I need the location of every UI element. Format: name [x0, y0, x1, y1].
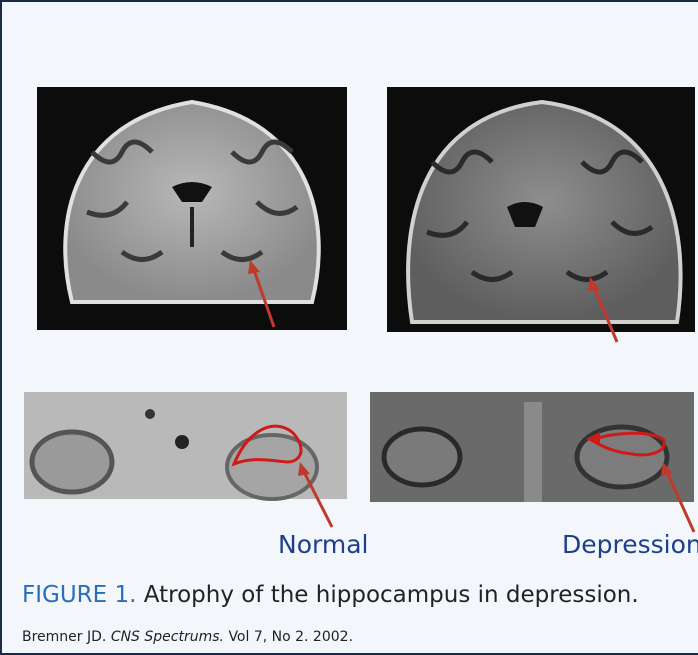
- citation: Bremner JD. CNS Spectrums. Vol 7, No 2. …: [22, 629, 353, 645]
- mri-normal-zoom: [24, 392, 347, 528]
- citation-details: Vol 7, No 2. 2002.: [228, 629, 354, 645]
- mri-depression-coronal: [387, 87, 695, 343]
- caption-label: FIGURE 1.: [22, 582, 137, 608]
- panel-label: Depression: [562, 530, 698, 559]
- caption-text: Atrophy of the hippocampus in depression…: [143, 582, 639, 608]
- mri-normal-coronal: [37, 87, 347, 330]
- citation-authors: Bremner JD.: [22, 629, 107, 645]
- panel-label: Normal: [278, 530, 369, 559]
- citation-journal: CNS Spectrums.: [110, 629, 224, 645]
- mri-depression-zoom: [370, 392, 696, 533]
- caption: FIGURE 1. Atrophy of the hippocampus in …: [22, 582, 639, 608]
